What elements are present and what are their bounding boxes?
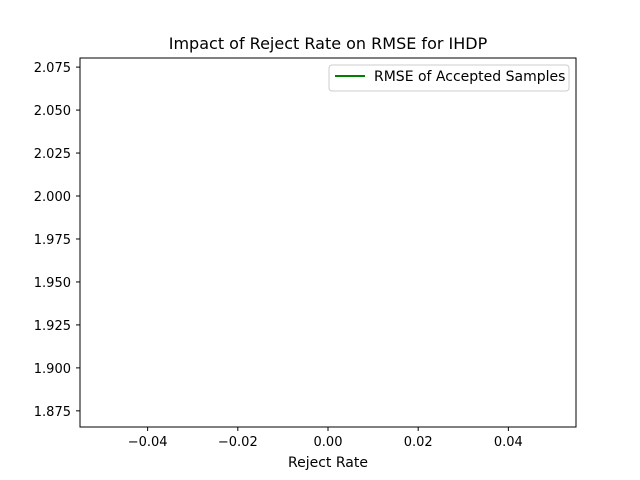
x-tick-label: 0.00 <box>314 435 343 450</box>
y-tick-label: 1.950 <box>34 276 71 291</box>
x-tick-label: 0.02 <box>404 435 433 450</box>
plot-area <box>79 57 577 428</box>
y-tick-label: 1.900 <box>34 362 71 377</box>
plot-background <box>80 58 576 427</box>
x-tick-label: −0.02 <box>218 435 258 450</box>
x-axis-label: Reject Rate <box>288 455 368 471</box>
x-tick-label: 0.04 <box>494 435 523 450</box>
legend-frame <box>328 64 570 92</box>
x-tick-label: −0.04 <box>128 435 168 450</box>
y-tick-label: 1.975 <box>34 233 71 248</box>
y-axis-ticks: 1.875 1.900 1.925 1.950 1.975 2.000 2.025 2.050… <box>34 61 80 420</box>
y-tick-label: 2.075 <box>34 61 71 76</box>
y-tick-label: 1.925 <box>34 319 71 334</box>
legend-label: RMSE of Accepted Samples <box>374 69 565 85</box>
legend: RMSE of Accepted Samples <box>328 64 570 92</box>
y-tick-label: 1.875 <box>34 405 71 420</box>
x-axis-ticks: −0.04 −0.02 0.00 0.02 0.04 <box>128 427 523 450</box>
chart-title: Impact of Reject Rate on RMSE for IHDP <box>169 34 488 53</box>
y-tick-label: 2.000 <box>34 190 71 205</box>
y-tick-label: 2.025 <box>34 147 71 162</box>
y-tick-label: 2.050 <box>34 104 71 119</box>
